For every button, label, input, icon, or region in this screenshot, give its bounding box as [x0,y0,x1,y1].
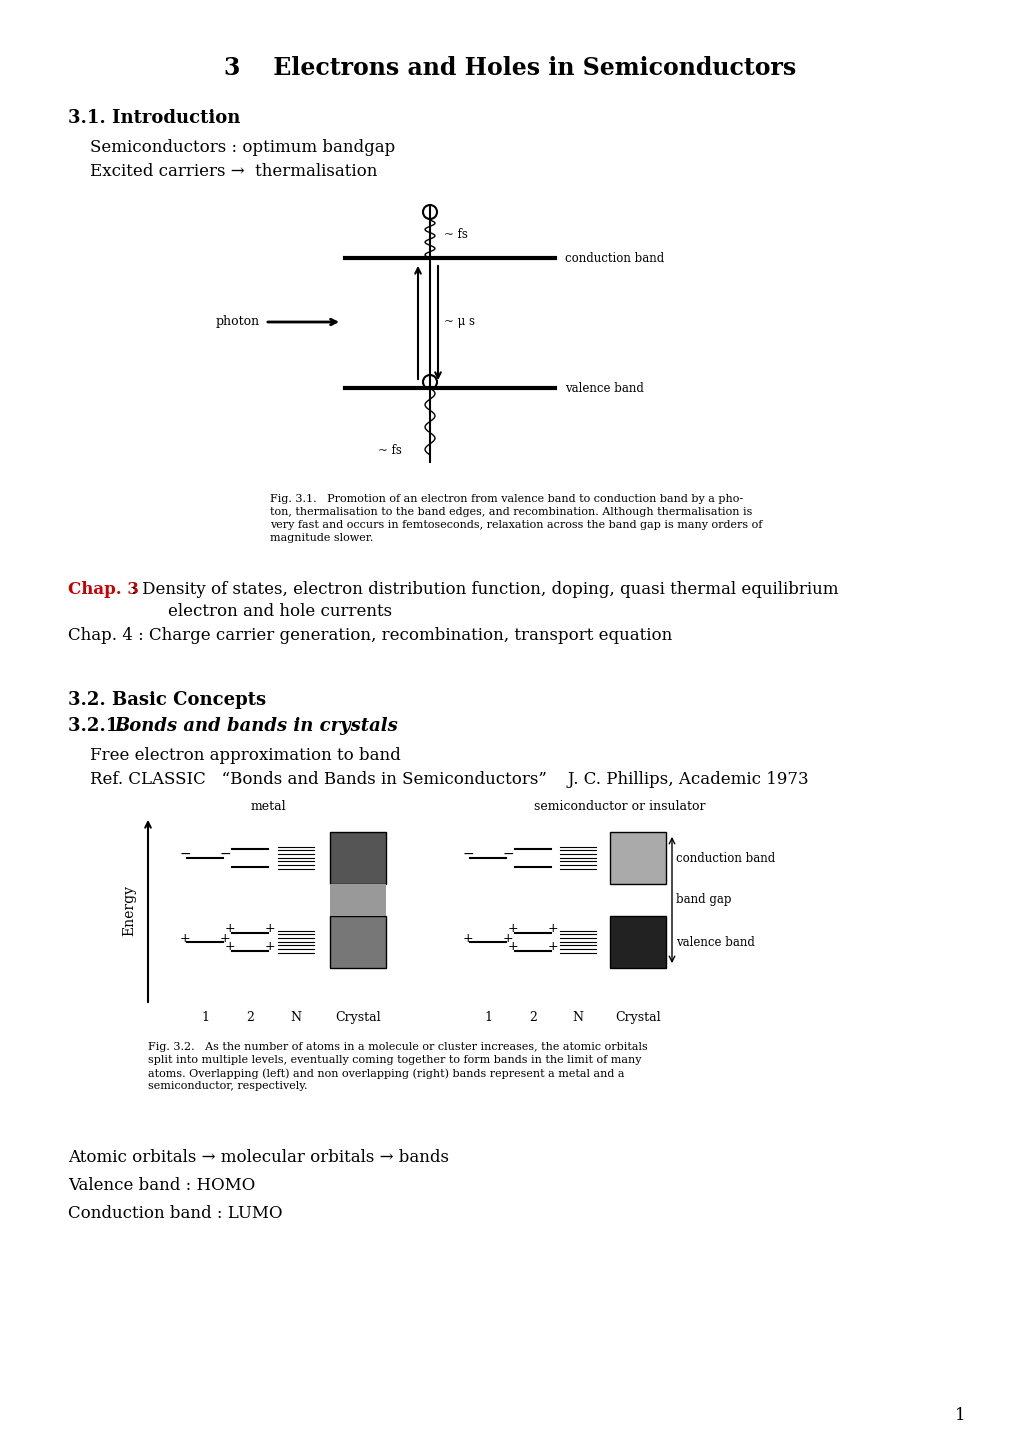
Text: +: + [547,923,557,936]
Text: +: + [219,932,230,945]
Text: 3.1. Introduction: 3.1. Introduction [68,110,240,127]
Text: Free electron approximation to band: Free electron approximation to band [90,747,400,764]
Text: ~ μ s: ~ μ s [443,316,475,329]
Text: 3.2.1.: 3.2.1. [68,717,130,735]
Bar [609,832,665,884]
Text: Fig. 3.2.   As the number of atoms in a molecule or cluster increases, the atomi: Fig. 3.2. As the number of atoms in a mo… [148,1043,647,1053]
Text: 1: 1 [484,1011,491,1024]
Text: Valence band : HOMO: Valence band : HOMO [68,1178,255,1194]
Text: +: + [463,932,473,945]
Text: 3    Electrons and Holes in Semiconductors: 3 Electrons and Holes in Semiconductors [223,56,796,79]
Text: magnitude slower.: magnitude slower. [270,534,373,544]
Text: −: − [219,846,230,861]
Text: Crystal: Crystal [335,1011,380,1024]
Text: Chap. 4 : Charge carrier generation, recombination, transport equation: Chap. 4 : Charge carrier generation, rec… [68,627,672,645]
Text: +: + [224,940,235,953]
Text: Fig. 3.1.   Promotion of an electron from valence band to conduction band by a p: Fig. 3.1. Promotion of an electron from … [270,495,743,505]
Bar [330,884,385,916]
Text: ~ fs: ~ fs [378,444,401,457]
Bar [330,832,385,884]
Text: 1: 1 [954,1406,964,1423]
Text: +: + [179,932,191,945]
Text: Bonds and bands in crystals: Bonds and bands in crystals [114,717,397,735]
Text: atoms. Overlapping (left) and non overlapping (right) bands represent a metal an: atoms. Overlapping (left) and non overla… [148,1069,624,1079]
Text: valence band: valence band [565,382,643,395]
Text: conduction band: conduction band [565,251,663,264]
Text: +: + [547,940,557,953]
Text: 3.2. Basic Concepts: 3.2. Basic Concepts [68,691,266,709]
Text: −: − [179,846,191,861]
Bar [609,916,665,968]
Text: ton, thermalisation to the band edges, and recombination. Although thermalisatio: ton, thermalisation to the band edges, a… [270,508,752,518]
Text: Excited carriers →  thermalisation: Excited carriers → thermalisation [90,163,377,180]
Text: electron and hole currents: electron and hole currents [168,604,391,620]
Text: valence band: valence band [676,936,754,949]
Text: Ref. CLASSIC   “Bonds and Bands in Semiconductors”    J. C. Phillips, Academic 1: Ref. CLASSIC “Bonds and Bands in Semicon… [90,771,808,789]
Text: N: N [572,1011,583,1024]
Text: very fast and occurs in femtoseconds, relaxation across the band gap is many ord: very fast and occurs in femtoseconds, re… [270,521,761,531]
Text: +: + [507,940,518,953]
Text: +: + [264,923,275,936]
Text: Energy: Energy [122,884,136,936]
Text: : Density of states, electron distribution function, doping, quasi thermal equil: : Density of states, electron distributi… [126,581,838,598]
Text: 2: 2 [529,1011,536,1024]
Text: −: − [501,846,514,861]
Text: Chap. 3: Chap. 3 [68,581,139,598]
Text: Conduction band : LUMO: Conduction band : LUMO [68,1206,282,1223]
Text: +: + [264,940,275,953]
Text: 1: 1 [201,1011,209,1024]
Text: +: + [224,923,235,936]
Text: Atomic orbitals → molecular orbitals → bands: Atomic orbitals → molecular orbitals → b… [68,1149,448,1167]
Text: Semiconductors : optimum bandgap: Semiconductors : optimum bandgap [90,140,395,157]
Text: semiconductor, respectively.: semiconductor, respectively. [148,1082,307,1092]
Text: metal: metal [250,800,285,813]
Text: band gap: band gap [676,894,731,907]
Text: −: − [462,846,474,861]
Text: 2: 2 [246,1011,254,1024]
Text: conduction band: conduction band [676,851,774,865]
Text: N: N [290,1011,302,1024]
Text: photon: photon [216,316,260,329]
Bar [330,916,385,968]
Text: +: + [502,932,513,945]
Text: +: + [507,923,518,936]
Text: split into multiple levels, eventually coming together to form bands in the limi: split into multiple levels, eventually c… [148,1056,641,1066]
Text: Crystal: Crystal [614,1011,660,1024]
Text: semiconductor or insulator: semiconductor or insulator [534,800,705,813]
Text: ~ fs: ~ fs [443,228,468,241]
